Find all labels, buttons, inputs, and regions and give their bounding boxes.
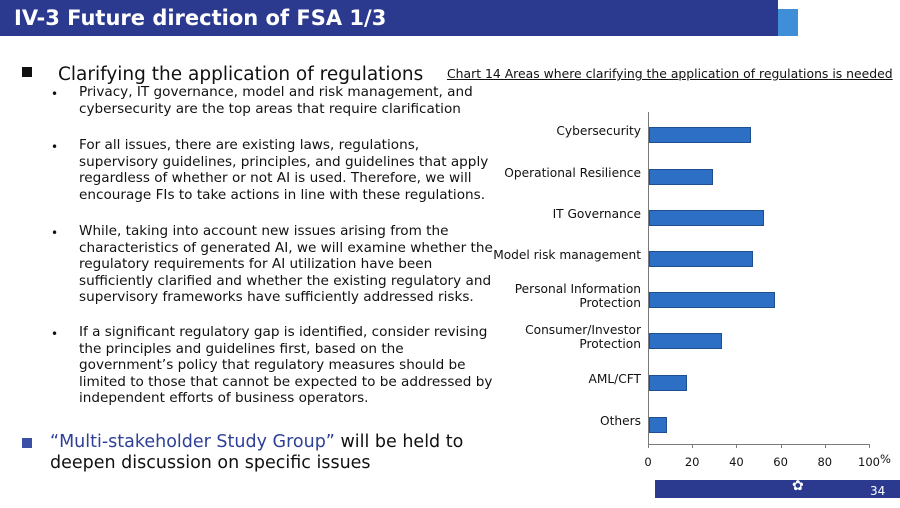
x-tick-label: 0: [644, 455, 652, 469]
bullet-dot: •: [51, 140, 59, 154]
x-tick: [780, 444, 782, 448]
x-tick: [692, 444, 694, 448]
bar: [649, 127, 751, 143]
x-tick: [869, 444, 870, 448]
chart-title: Chart 14 Areas where clarifying the appl…: [447, 66, 893, 81]
x-axis: [648, 444, 870, 445]
bar: [649, 169, 714, 185]
multistakeholder-bullet-marker: [22, 438, 32, 448]
category-label: Operational Resilience: [504, 166, 641, 180]
y-axis: [648, 112, 649, 444]
sub-bullet-2: For all issues, there are existing laws,…: [79, 137, 489, 203]
bullet-dot: •: [51, 327, 59, 341]
main-bullet-marker: [22, 67, 32, 77]
sub-bullet-3: While, taking into account new issues ar…: [79, 223, 493, 305]
x-tick-label: 60: [773, 455, 788, 469]
bar: [649, 210, 764, 226]
x-tick: [648, 444, 649, 448]
multistakeholder-rest: will be held to deepen discussion on spe…: [50, 432, 464, 473]
category-label: Model risk management: [493, 248, 641, 262]
bullet-dot: •: [51, 87, 59, 101]
footer-bar: [655, 480, 900, 498]
category-label: IT Governance: [552, 207, 641, 221]
page-number: 34: [870, 484, 886, 498]
slide-title: IV-3 Future direction of FSA 1/3: [14, 6, 387, 30]
sub-bullet-1: Privacy, IT governance, model and risk m…: [79, 84, 473, 117]
multistakeholder-text: “Multi-stakeholder Study Group” will be …: [50, 432, 500, 474]
x-tick: [736, 444, 738, 448]
fsa-logo: ✿: [792, 478, 805, 494]
bar: [649, 417, 667, 433]
bar: [649, 292, 775, 308]
title-bar: [0, 0, 778, 36]
bar: [649, 333, 722, 349]
bullet-dot: •: [51, 226, 59, 240]
bar: [649, 251, 753, 267]
x-tick-label: 100: [858, 455, 880, 469]
x-tick: [824, 444, 826, 448]
x-tick-label: 40: [729, 455, 744, 469]
category-label: Personal Information Protection: [514, 282, 641, 310]
bar: [649, 375, 687, 391]
category-label: Consumer/Investor Protection: [525, 323, 641, 351]
title-bar-accent: [778, 9, 798, 36]
category-label: Others: [600, 414, 641, 428]
category-label: AML/CFT: [588, 372, 642, 386]
x-tick-label: 20: [684, 455, 700, 469]
category-label: Cybersecurity: [556, 124, 641, 138]
x-axis-unit: %: [880, 452, 891, 466]
multistakeholder-emphasis: “Multi-stakeholder Study Group”: [50, 432, 335, 452]
sub-bullet-4: If a significant regulatory gap is ident…: [79, 324, 493, 406]
main-heading: Clarifying the application of regulation…: [58, 64, 424, 85]
x-tick-label: 80: [817, 455, 833, 469]
